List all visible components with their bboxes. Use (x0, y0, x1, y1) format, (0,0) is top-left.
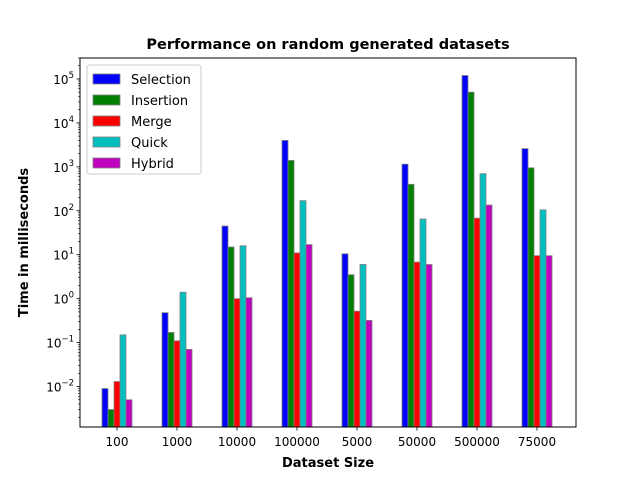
y-tick-label: 102 (53, 203, 74, 219)
bar-quick-75000 (539, 209, 547, 428)
bar-quick-100000 (299, 200, 307, 428)
bar-insertion-75000 (527, 167, 535, 428)
bar-quick-500000 (479, 173, 487, 428)
x-tick-label: 500000 (454, 435, 500, 449)
bar-merge-500000 (473, 217, 481, 428)
x-tick-label: 75000 (518, 435, 556, 449)
bar-quick-10000 (239, 245, 247, 428)
y-tick-label: 10−2 (46, 379, 74, 395)
bar-selection-100 (101, 388, 109, 428)
bar-hybrid-75000 (545, 255, 553, 428)
y-axis: 10−2 10−1 100 101 102 103 104 105 (46, 57, 80, 418)
bar-insertion-50000 (407, 183, 415, 428)
bar-hybrid-5000 (365, 320, 373, 428)
bar-insertion-1000 (167, 332, 175, 428)
bar-selection-500000 (461, 75, 469, 428)
x-tick-label: 100000 (274, 435, 320, 449)
legend-label-merge: Merge (131, 115, 172, 130)
bar-hybrid-10000 (245, 297, 253, 428)
bar-quick-50000 (419, 218, 427, 428)
bar-insertion-500000 (467, 91, 475, 428)
bar-hybrid-100 (125, 399, 133, 428)
y-tick-label: 100 (53, 291, 74, 307)
bar-quick-1000 (179, 291, 187, 428)
legend-label-hybrid: Hybrid (131, 157, 174, 172)
bar-merge-50000 (413, 261, 421, 428)
bar-merge-75000 (533, 255, 541, 428)
bar-selection-100000 (281, 139, 289, 428)
legend-label-quick: Quick (131, 136, 168, 151)
x-tick-label: 10000 (218, 435, 256, 449)
y-axis-label: Time in milliseconds (17, 168, 32, 318)
x-tick-label: 1000 (162, 435, 193, 449)
bar-merge-1000 (173, 340, 181, 428)
bar-selection-5000 (341, 253, 349, 428)
bar-hybrid-1000 (185, 349, 193, 428)
y-tick-label: 104 (53, 115, 74, 131)
bar-insertion-100000 (287, 160, 295, 428)
bar-merge-10000 (233, 298, 241, 428)
legend-swatch-insertion (92, 94, 121, 106)
y-tick-label: 101 (53, 247, 74, 263)
bar-insertion-100 (107, 409, 115, 428)
bar-insertion-5000 (347, 274, 355, 428)
bar-merge-100000 (293, 252, 301, 428)
plot-frame (79, 57, 577, 428)
bar-insertion-10000 (227, 246, 235, 428)
legend: Selection Insertion Merge Quick Hybrid (86, 64, 202, 175)
y-tick-label: 103 (53, 159, 74, 175)
legend-label-insertion: Insertion (131, 94, 188, 109)
legend-swatch-hybrid (92, 157, 121, 169)
y-tick-label: 105 (53, 71, 74, 87)
bar-merge-5000 (353, 310, 361, 428)
bar-hybrid-50000 (425, 264, 433, 428)
legend-label-selection: Selection (131, 73, 191, 88)
bars-group (101, 75, 553, 428)
x-axis-label: Dataset Size (282, 456, 374, 471)
bar-selection-1000 (161, 312, 169, 428)
chart-title: Performance on random generated datasets (146, 37, 509, 53)
legend-swatch-merge (92, 115, 121, 127)
legend-swatch-selection (92, 73, 121, 85)
bar-hybrid-500000 (485, 204, 493, 428)
bar-selection-75000 (521, 148, 529, 428)
x-tick-label: 50000 (398, 435, 436, 449)
x-tick-label: 5000 (342, 435, 373, 449)
bar-merge-100 (113, 381, 121, 428)
x-tick-label: 100 (106, 435, 129, 449)
y-tick-label: 10−1 (46, 335, 74, 351)
legend-swatch-quick (92, 136, 121, 148)
bar-selection-50000 (401, 163, 409, 428)
x-axis: 100 1000 10000 100000 5000 50000 500000 75000 (106, 427, 556, 449)
bar-hybrid-100000 (305, 244, 313, 428)
bar-quick-5000 (359, 264, 367, 428)
bar-quick-100 (119, 334, 127, 428)
bar-selection-10000 (221, 225, 229, 428)
